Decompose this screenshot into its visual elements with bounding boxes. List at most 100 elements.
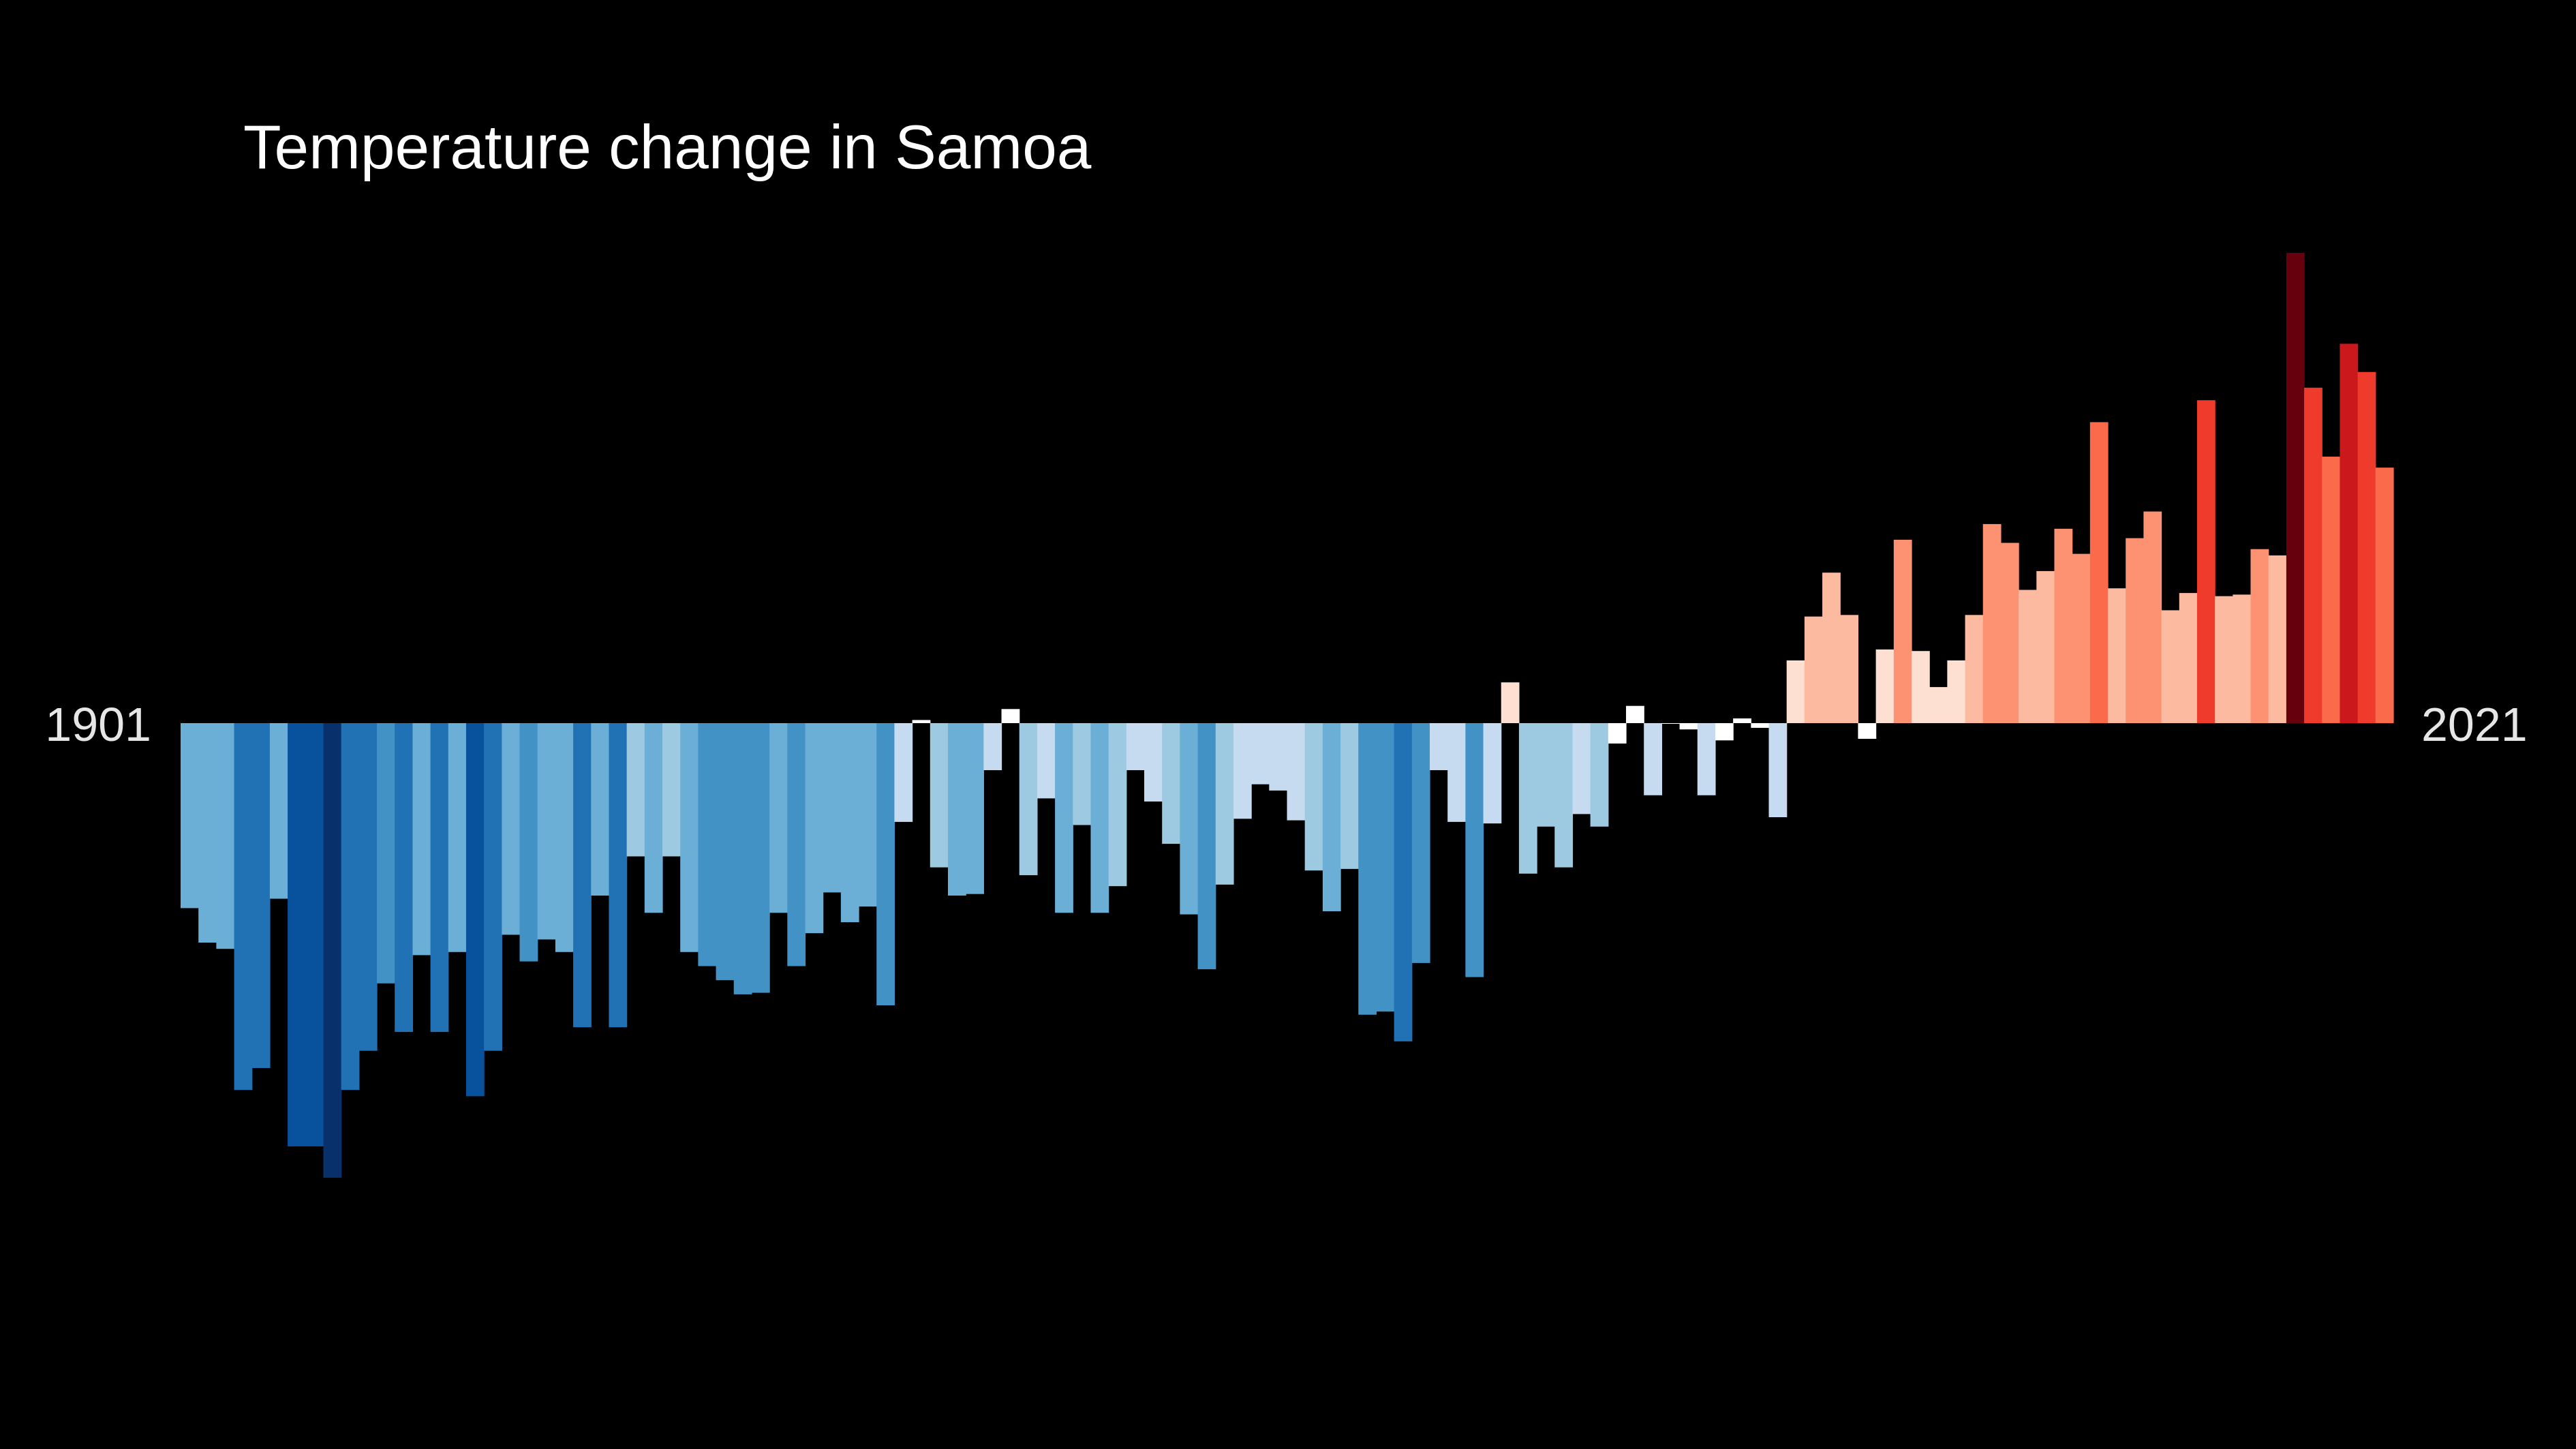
year-bar bbox=[1144, 723, 1163, 802]
year-bar bbox=[1126, 723, 1145, 770]
start-year-label: 1901 bbox=[45, 698, 151, 751]
year-bar bbox=[288, 723, 306, 1146]
year-bar bbox=[1965, 615, 1984, 723]
year-bar bbox=[1554, 723, 1574, 868]
year-bar bbox=[2233, 594, 2252, 723]
year-bar bbox=[2054, 528, 2073, 723]
year-bar bbox=[1929, 687, 1948, 723]
year-bar bbox=[519, 723, 538, 962]
year-bar bbox=[2179, 593, 2198, 723]
year-bar bbox=[983, 723, 1002, 770]
year-bar bbox=[1501, 682, 1520, 723]
year-bar bbox=[341, 723, 360, 1090]
year-bar bbox=[1233, 723, 1252, 819]
year-bar bbox=[2375, 468, 2394, 723]
year-bar bbox=[2268, 555, 2287, 723]
year-bar bbox=[1697, 723, 1716, 795]
year-bar bbox=[269, 723, 288, 899]
year-bar bbox=[1911, 651, 1930, 723]
year-bar bbox=[1376, 723, 1395, 1012]
year-bar bbox=[1251, 723, 1270, 784]
year-bar bbox=[1483, 723, 1502, 824]
year-bar bbox=[2143, 511, 2162, 723]
year-bar bbox=[1733, 718, 1751, 723]
year-bar bbox=[823, 723, 842, 893]
year-bar bbox=[1768, 723, 1788, 817]
year-bar bbox=[484, 723, 502, 1051]
year-bar bbox=[251, 723, 271, 1068]
year-bar bbox=[1108, 723, 1127, 887]
year-bar bbox=[1304, 723, 1323, 871]
year-bar bbox=[1322, 723, 1341, 911]
year-bar bbox=[1893, 539, 1912, 723]
year-bar bbox=[465, 723, 485, 1097]
year-bar bbox=[181, 723, 199, 909]
year-bar bbox=[2340, 344, 2359, 723]
year-bar bbox=[805, 723, 824, 934]
year-bar bbox=[1947, 660, 1966, 723]
year-bar bbox=[1786, 660, 1805, 723]
year-bar bbox=[234, 723, 253, 1090]
year-bar bbox=[1875, 649, 1895, 723]
year-bar bbox=[787, 723, 806, 966]
year-bar bbox=[930, 723, 949, 868]
year-bar bbox=[2286, 253, 2305, 723]
year-bar bbox=[1287, 723, 1306, 821]
year-bar bbox=[1840, 615, 1859, 723]
year-bar bbox=[358, 723, 378, 1051]
year-bar bbox=[966, 723, 984, 894]
year-bar bbox=[1197, 723, 1216, 970]
year-bar bbox=[876, 723, 895, 1005]
year-bar bbox=[1518, 723, 1537, 874]
year-bar bbox=[1822, 573, 1841, 723]
bars-group bbox=[181, 253, 2394, 1178]
end-year-label: 2021 bbox=[2421, 698, 2528, 751]
year-bar bbox=[1537, 723, 1555, 827]
year-bar bbox=[2161, 610, 2180, 723]
year-bar bbox=[1447, 723, 1466, 822]
year-bar bbox=[502, 723, 521, 935]
year-bar bbox=[1429, 723, 1448, 770]
year-bar bbox=[1215, 723, 1234, 885]
year-bar bbox=[680, 723, 699, 952]
year-bar bbox=[2072, 553, 2091, 723]
year-bar bbox=[1411, 723, 1430, 963]
year-bar bbox=[1019, 723, 1038, 876]
year-bar bbox=[2304, 387, 2322, 723]
year-bar bbox=[2108, 588, 2126, 723]
year-bar bbox=[716, 723, 735, 981]
year-bar bbox=[859, 723, 877, 907]
year-bar bbox=[894, 723, 913, 822]
year-bar bbox=[1608, 723, 1627, 744]
year-bar bbox=[2215, 596, 2233, 723]
year-bar bbox=[412, 723, 431, 956]
year-bar bbox=[430, 723, 449, 1033]
year-bar bbox=[751, 723, 770, 993]
year-bar bbox=[555, 723, 574, 952]
chart-title: Temperature change in Samoa bbox=[243, 113, 1092, 182]
year-bar bbox=[2322, 457, 2341, 723]
year-bar bbox=[698, 723, 717, 966]
year-bar bbox=[1269, 723, 1288, 791]
year-bar bbox=[1626, 705, 1644, 723]
year-bar bbox=[1358, 723, 1377, 1015]
year-bar bbox=[1037, 723, 1056, 799]
year-bar bbox=[1804, 616, 1823, 723]
year-bar bbox=[1644, 723, 1662, 795]
year-bar bbox=[2196, 400, 2215, 723]
year-bar bbox=[1751, 723, 1770, 728]
year-bar bbox=[840, 723, 859, 923]
year-bar bbox=[1162, 723, 1180, 844]
year-bar bbox=[1073, 723, 1092, 825]
year-bar bbox=[947, 723, 966, 896]
year-bar bbox=[1055, 723, 1073, 913]
year-bar bbox=[395, 723, 414, 1033]
year-bar bbox=[1661, 723, 1681, 724]
year-bar bbox=[1090, 723, 1109, 913]
year-bar bbox=[591, 723, 610, 896]
year-bar bbox=[377, 723, 395, 983]
year-bar bbox=[1715, 723, 1734, 741]
year-bar bbox=[912, 720, 931, 723]
